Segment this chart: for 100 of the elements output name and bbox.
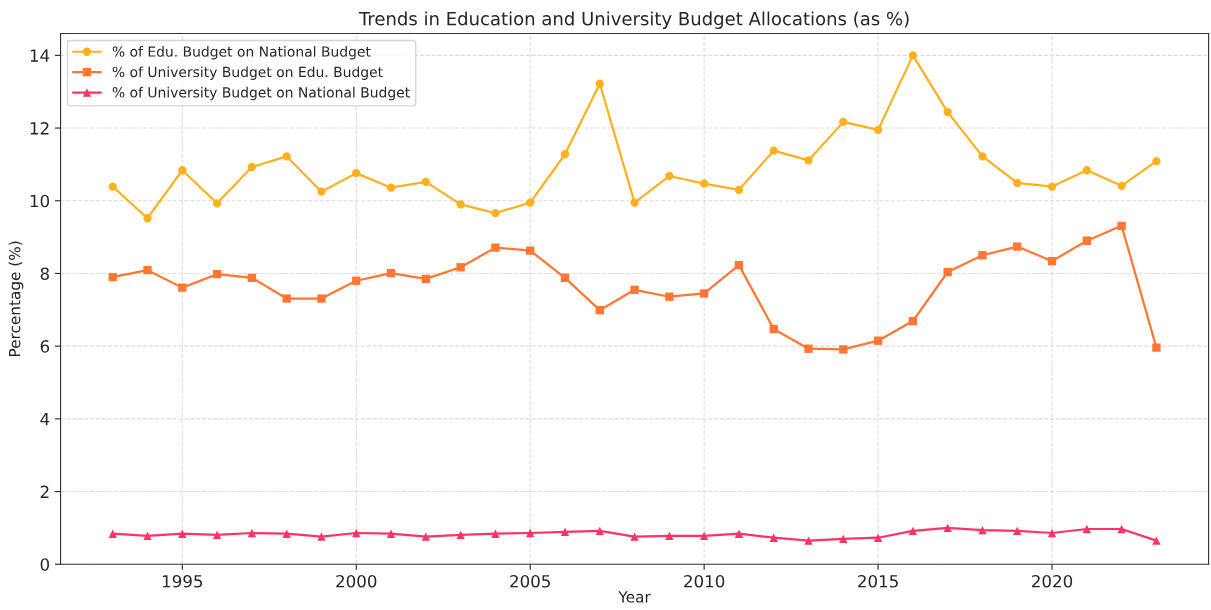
point <box>143 266 152 275</box>
point <box>108 182 117 191</box>
point <box>839 117 848 127</box>
point <box>491 243 500 252</box>
point <box>526 528 535 538</box>
point <box>769 146 778 155</box>
point <box>560 150 570 159</box>
point <box>595 306 604 315</box>
legend-label: % of University Budget on National Budget <box>112 86 410 101</box>
point <box>386 529 396 538</box>
point <box>143 214 152 223</box>
point <box>873 125 883 135</box>
point <box>839 534 848 543</box>
point <box>456 200 465 209</box>
point <box>1117 221 1126 230</box>
point <box>978 251 987 260</box>
point <box>734 529 744 538</box>
point <box>734 260 744 270</box>
point <box>630 285 639 294</box>
point <box>352 168 361 178</box>
y-tick-label: 14 <box>30 49 50 62</box>
y-tick-label: 4 <box>40 413 50 426</box>
point <box>386 268 396 278</box>
point <box>595 79 604 88</box>
x-tick-label: 2000 <box>336 574 377 588</box>
point <box>699 289 709 298</box>
point <box>1047 182 1057 191</box>
y-tick-label: 10 <box>30 194 50 208</box>
point <box>908 526 918 535</box>
point <box>212 530 222 539</box>
point <box>804 536 813 545</box>
point <box>595 526 604 535</box>
legend-label: % of University Budget on Edu. Budget <box>112 66 383 80</box>
point <box>1013 178 1022 188</box>
point <box>1082 166 1091 175</box>
point <box>491 529 500 538</box>
point <box>908 316 918 326</box>
point <box>1152 343 1161 352</box>
point <box>1013 526 1022 535</box>
point <box>943 267 952 277</box>
point <box>352 528 361 538</box>
point <box>1152 536 1161 545</box>
point <box>978 152 987 161</box>
point <box>1047 528 1057 538</box>
chart-title: Trends in Education and University Budget Allocations (as %) <box>358 11 909 29</box>
point <box>873 533 883 542</box>
x-tick-label: 2010 <box>684 574 725 588</box>
y-tick-label: 6 <box>40 340 50 353</box>
point <box>247 273 257 282</box>
point <box>943 523 952 533</box>
x-tick-label: 2015 <box>858 574 898 588</box>
point <box>665 531 674 541</box>
point <box>456 530 465 539</box>
point <box>282 152 291 161</box>
point <box>908 51 918 60</box>
x-tick-label: 1995 <box>162 574 203 588</box>
point <box>526 198 535 207</box>
point <box>769 324 778 334</box>
point <box>386 183 396 192</box>
point <box>1013 242 1022 251</box>
point <box>1082 524 1091 534</box>
point <box>1117 524 1126 534</box>
point <box>247 162 257 172</box>
point <box>943 107 952 117</box>
point <box>108 529 117 538</box>
point <box>247 528 257 538</box>
x-tick-label: 2005 <box>510 574 550 588</box>
point <box>421 177 430 187</box>
point <box>143 531 152 541</box>
point <box>491 208 500 218</box>
y-tick-label: 12 <box>30 122 49 135</box>
point <box>282 294 291 303</box>
point <box>421 532 430 541</box>
point <box>699 531 709 541</box>
point <box>282 529 291 538</box>
point <box>665 171 674 181</box>
point <box>526 246 535 255</box>
y-tick-label: 0 <box>40 558 50 571</box>
y-axis-title: Percentage (%) <box>8 241 24 357</box>
point <box>1152 156 1161 166</box>
y-tick-label: 8 <box>40 267 49 281</box>
point <box>178 529 187 538</box>
point <box>699 179 709 188</box>
point <box>1082 236 1091 245</box>
point <box>665 292 674 301</box>
point <box>873 336 883 345</box>
point <box>317 294 326 303</box>
point <box>456 263 465 272</box>
y-tick-label: 2 <box>40 485 49 498</box>
point <box>560 527 570 537</box>
point <box>178 166 187 175</box>
point <box>352 276 361 285</box>
x-axis-title: Year <box>618 591 651 603</box>
point <box>421 274 430 284</box>
point <box>804 156 813 165</box>
point <box>212 270 222 279</box>
legend-label: % of Edu. Budget on National Budget <box>112 46 371 60</box>
point <box>630 532 639 541</box>
point <box>317 532 326 541</box>
point <box>212 199 222 208</box>
